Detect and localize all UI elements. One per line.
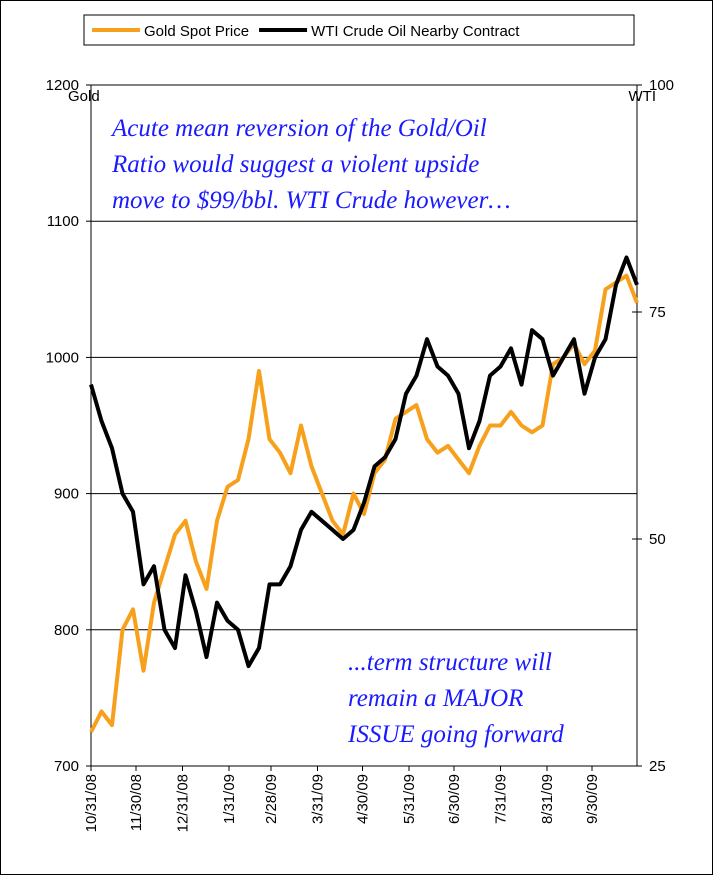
y-tick-label: 700 [54, 758, 79, 775]
x-tick-label: 4/30/09 [355, 774, 372, 824]
x-tick-label: 6/30/09 [446, 774, 463, 824]
legend-box [83, 14, 635, 46]
legend-label: WTI Crude Oil Nearby Contract [311, 23, 520, 40]
x-tick-label: 12/31/08 [175, 774, 192, 832]
y-tick-label: 900 [54, 486, 79, 503]
x-tick-label: 10/31/08 [83, 774, 100, 832]
x-tick-label: 7/31/09 [493, 774, 510, 824]
plot-area [90, 84, 638, 767]
series-line [89, 255, 639, 669]
y-axis-label: Gold [68, 88, 100, 105]
annotation: ...term structure will [348, 649, 552, 676]
y-tick-label: 1100 [47, 213, 79, 230]
annotation: remain a MAJOR [348, 685, 523, 712]
x-tick-label: 2/28/09 [263, 774, 280, 824]
y-tick-label: 1000 [46, 349, 79, 366]
x-tick-label: 9/30/09 [584, 774, 601, 824]
y2-tick-label: 75 [649, 304, 666, 321]
annotation: ISSUE going forward [347, 721, 564, 748]
y2-tick-label: 100 [649, 77, 674, 94]
annotation: move to $99/bbl. WTI Crude however… [112, 187, 511, 214]
legend-label: Gold Spot Price [144, 23, 249, 40]
y2-tick-label: 25 [649, 758, 666, 775]
x-tick-label: 8/31/09 [539, 774, 556, 824]
y-tick-label: 800 [54, 622, 79, 639]
x-tick-label: 11/30/08 [128, 774, 145, 831]
y2-axis-label: WTI [629, 88, 657, 105]
annotation: Acute mean reversion of the Gold/Oil [110, 115, 487, 142]
series-line [89, 273, 639, 733]
x-tick-label: 1/31/09 [221, 774, 238, 824]
y-tick-label: 1200 [46, 77, 79, 94]
annotation: Ratio would suggest a violent upside [111, 151, 479, 178]
y2-tick-label: 50 [649, 531, 666, 548]
x-tick-label: 3/31/09 [310, 774, 327, 824]
x-tick-label: 5/31/09 [401, 774, 418, 824]
